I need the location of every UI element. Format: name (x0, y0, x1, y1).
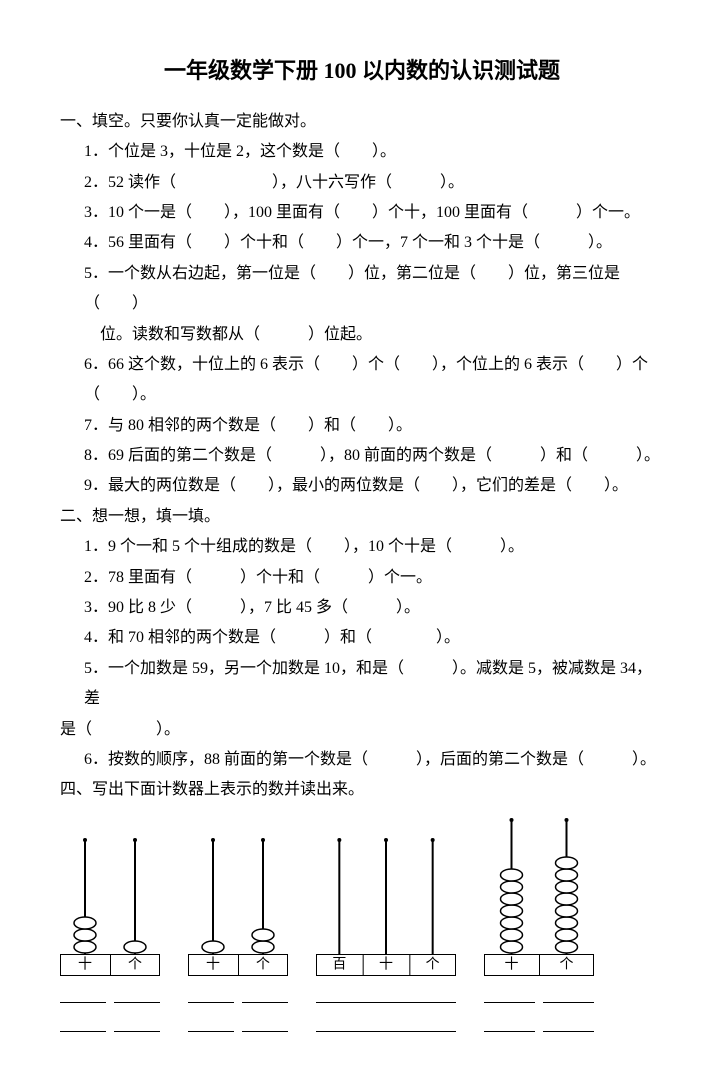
svg-text:十: 十 (206, 956, 220, 972)
abacus-item: 十个 (60, 836, 160, 1042)
svg-text:十: 十 (505, 956, 519, 972)
abacus-row: 十个 十个 百十个 十个 (60, 816, 664, 1042)
answer-line (543, 1013, 594, 1032)
answer-line (114, 984, 160, 1003)
s1-q7: 7．与 80 相邻的两个数是（ ）和（ ）。 (60, 411, 664, 441)
s1-q1: 1．个位是 3，十位是 2，这个数是（ ）。 (60, 137, 664, 167)
svg-text:十: 十 (78, 956, 92, 972)
s2-q5b: 是（ ）。 (60, 715, 664, 745)
s2-q6: 6．按数的顺序，88 前面的第一个数是（ ），后面的第二个数是（ ）。 (60, 745, 664, 775)
answer-lines (60, 984, 160, 1042)
answer-line (484, 984, 535, 1003)
section-1-heading: 一、填空。只要你认真一定能做对。 (60, 107, 664, 137)
s2-q4: 4．和 70 相邻的两个数是（ ）和（ ）。 (60, 623, 664, 653)
answer-line (114, 1013, 160, 1032)
abacus-svg: 百十个 (316, 836, 456, 976)
s1-q6: 6．66 这个数，十位上的 6 表示（ ）个（ ），个位上的 6 表示（ ）个（… (60, 350, 664, 411)
answer-line (60, 984, 106, 1003)
answer-line (188, 1013, 234, 1032)
s1-q8: 8．69 后面的第二个数是（ ），80 前面的两个数是（ ）和（ ）。 (60, 441, 664, 471)
abacus-svg: 十个 (484, 816, 594, 976)
s1-q4: 4．56 里面有（ ）个十和（ ）个一，7 个一和 3 个十是（ ）。 (60, 228, 664, 258)
svg-text:个: 个 (560, 956, 574, 972)
answer-line (188, 984, 234, 1003)
s1-q3: 3．10 个一是（ ），100 里面有（ ）个十，100 里面有（ ）个一。 (60, 198, 664, 228)
abacus-svg: 十个 (188, 836, 288, 976)
svg-text:个: 个 (128, 956, 142, 972)
s1-q9: 9．最大的两位数是（ ），最小的两位数是（ ），它们的差是（ ）。 (60, 471, 664, 501)
answer-lines (188, 984, 288, 1042)
section-2-heading: 二、想一想，填一填。 (60, 502, 664, 532)
answer-lines (316, 984, 456, 1042)
section-4-heading: 四、写出下面计数器上表示的数并读出来。 (60, 775, 664, 805)
answer-line (316, 984, 456, 1003)
s2-q1: 1．9 个一和 5 个十组成的数是（ ），10 个十是（ ）。 (60, 532, 664, 562)
s1-q5a: 5．一个数从右边起，第一位是（ ）位，第二位是（ ）位，第三位是（ ） (60, 259, 664, 320)
svg-text:十: 十 (379, 956, 393, 972)
svg-text:个: 个 (256, 956, 270, 972)
abacus-svg: 十个 (60, 836, 160, 976)
s1-q2: 2．52 读作（ ），八十六写作（ ）。 (60, 168, 664, 198)
s2-q5a: 5．一个加数是 59，另一个加数是 10，和是（ ）。减数是 5，被减数是 34… (60, 654, 664, 715)
abacus-item: 十个 (188, 836, 288, 1042)
answer-line (316, 1013, 456, 1032)
page-title: 一年级数学下册 100 以内数的认识测试题 (60, 50, 664, 92)
abacus-item: 十个 (484, 816, 594, 1042)
answer-line (242, 1013, 288, 1032)
answer-lines (484, 984, 594, 1042)
s2-q2: 2．78 里面有（ ）个十和（ ）个一。 (60, 563, 664, 593)
s1-q5b: 位。读数和写数都从（ ）位起。 (60, 320, 664, 350)
s2-q3: 3．90 比 8 少（ ），7 比 45 多（ ）。 (60, 593, 664, 623)
svg-text:百: 百 (332, 956, 346, 972)
answer-line (484, 1013, 535, 1032)
answer-line (60, 1013, 106, 1032)
svg-text:个: 个 (426, 956, 440, 972)
answer-line (543, 984, 594, 1003)
abacus-item: 百十个 (316, 836, 456, 1042)
answer-line (242, 984, 288, 1003)
